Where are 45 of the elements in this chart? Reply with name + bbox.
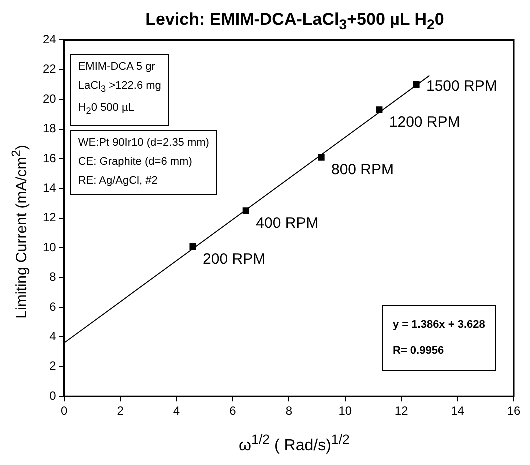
y-tick-label: 10 xyxy=(42,240,57,254)
point xyxy=(376,106,383,114)
y-tick-label: 18 xyxy=(42,122,57,136)
point xyxy=(318,154,325,161)
y-tick-label: 24 xyxy=(42,32,57,47)
x-axis-title: ω$^{1/2}$ ( Rad/s)$^{1/2}$ xyxy=(238,432,351,456)
x-tick-label: 2 xyxy=(117,404,124,418)
y-tick-label: 8 xyxy=(50,270,57,284)
annotation: 1500 RPM xyxy=(426,78,498,95)
point xyxy=(242,208,250,214)
y-tick-label: 14 xyxy=(42,181,57,196)
x-tick-label: 14 xyxy=(451,404,465,418)
annotation: CE: Graphite (d=6 mm) xyxy=(78,155,194,170)
x-tick-label: 12 xyxy=(394,404,409,418)
annotation: EMIM-DCA 5 gr xyxy=(78,60,156,76)
chart-title: Levich: EMIM-DCA-LaCl$_{3}$+500 µL H$_{2}$0 xyxy=(144,10,446,34)
annotation: RE: Ag/AgCl, #2 xyxy=(78,174,159,190)
y-tick-label: 6 xyxy=(50,300,57,314)
x-tick-label: 0 xyxy=(61,404,68,418)
x-tick-label: 10 xyxy=(338,404,352,418)
x-tick-label: 4 xyxy=(173,404,180,418)
y-tick-label: 2 xyxy=(50,359,57,374)
note-box: EMIM-DCA 5 gr LaCl$_{3}$ >122.6 mg H$_{2}$0 500 µL xyxy=(70,54,170,126)
annotation: LaCl$_{3}$ >122.6 mg xyxy=(78,79,162,96)
annotation: WE:Pt 90Ir10 (d=2.35 mm) xyxy=(78,136,210,152)
y-tick-label: 0 xyxy=(50,388,57,403)
x-tick-label: 6 xyxy=(230,404,237,418)
x-tick-label: 8 xyxy=(286,404,293,418)
note-box: y = 1.386x + 3.628 R= 0.9956 xyxy=(382,304,496,371)
annotation: H$_{2}$0 500 µL xyxy=(78,101,136,119)
annotation: 200 RPM xyxy=(203,250,266,268)
y-tick-label: 4 xyxy=(50,330,57,344)
y-tick-label: 12 xyxy=(42,210,57,225)
x-tick-label: 16 xyxy=(507,404,521,418)
point xyxy=(190,243,196,250)
annotation: 800 RPM xyxy=(331,162,394,179)
note-box: WE:Pt 90Ir10 (d=2.35 mm) CE: Graphite (d=6 mm) RE: Ag/AgCl, #2 xyxy=(70,130,218,196)
point xyxy=(413,81,420,88)
y-tick-label: 20 xyxy=(42,92,57,106)
y-tick-label: 16 xyxy=(42,151,57,166)
y-tick-label: 22 xyxy=(42,62,57,76)
annotation: R= 0.9956 xyxy=(393,344,446,359)
annotation: 1200 RPM xyxy=(389,114,460,132)
annotation: y = 1.386x + 3.628 xyxy=(393,318,486,333)
annotation: 400 RPM xyxy=(256,215,319,232)
